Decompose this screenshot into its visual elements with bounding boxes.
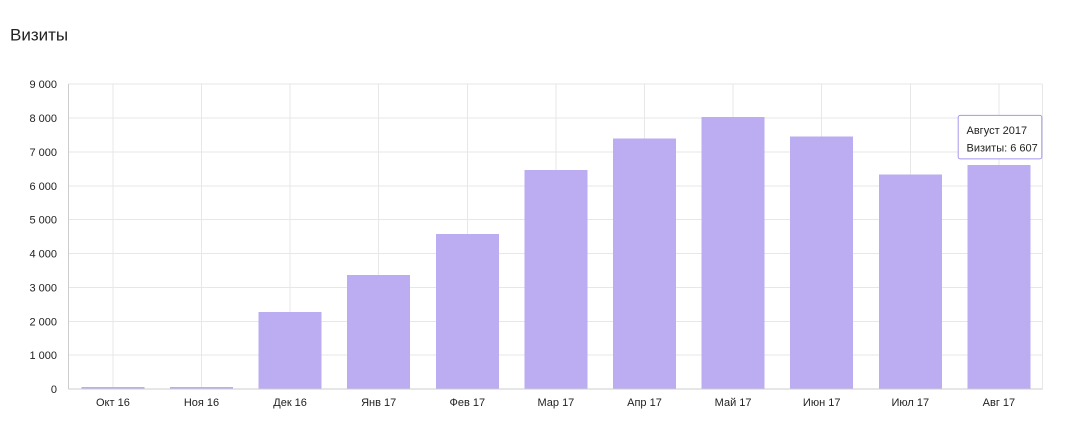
svg-text:9 000: 9 000 <box>29 79 57 91</box>
svg-text:Янв 17: Янв 17 <box>361 397 396 409</box>
svg-text:3 000: 3 000 <box>29 282 57 294</box>
svg-text:4 000: 4 000 <box>29 249 57 261</box>
svg-text:0: 0 <box>51 384 57 396</box>
svg-text:Май 17: Май 17 <box>715 397 752 409</box>
svg-text:5 000: 5 000 <box>29 215 57 227</box>
svg-text:Авг 17: Авг 17 <box>983 397 1015 409</box>
svg-text:Июн 17: Июн 17 <box>803 397 841 409</box>
svg-text:Дек 16: Дек 16 <box>273 397 307 409</box>
svg-text:Визиты: 6 607: Визиты: 6 607 <box>967 143 1038 155</box>
svg-text:Июл 17: Июл 17 <box>891 397 929 409</box>
svg-text:6 000: 6 000 <box>29 181 57 193</box>
svg-text:Мар 17: Мар 17 <box>537 397 574 409</box>
svg-text:8 000: 8 000 <box>29 113 57 125</box>
svg-text:Август 2017: Август 2017 <box>967 125 1028 137</box>
svg-text:2 000: 2 000 <box>29 316 57 328</box>
svg-text:1 000: 1 000 <box>29 350 57 362</box>
svg-text:7 000: 7 000 <box>29 147 57 159</box>
svg-text:Ноя 16: Ноя 16 <box>184 397 219 409</box>
svg-text:Фев 17: Фев 17 <box>449 397 485 409</box>
svg-text:Визиты: Визиты <box>10 26 68 45</box>
svg-text:Апр 17: Апр 17 <box>627 397 662 409</box>
svg-text:Окт 16: Окт 16 <box>96 397 130 409</box>
